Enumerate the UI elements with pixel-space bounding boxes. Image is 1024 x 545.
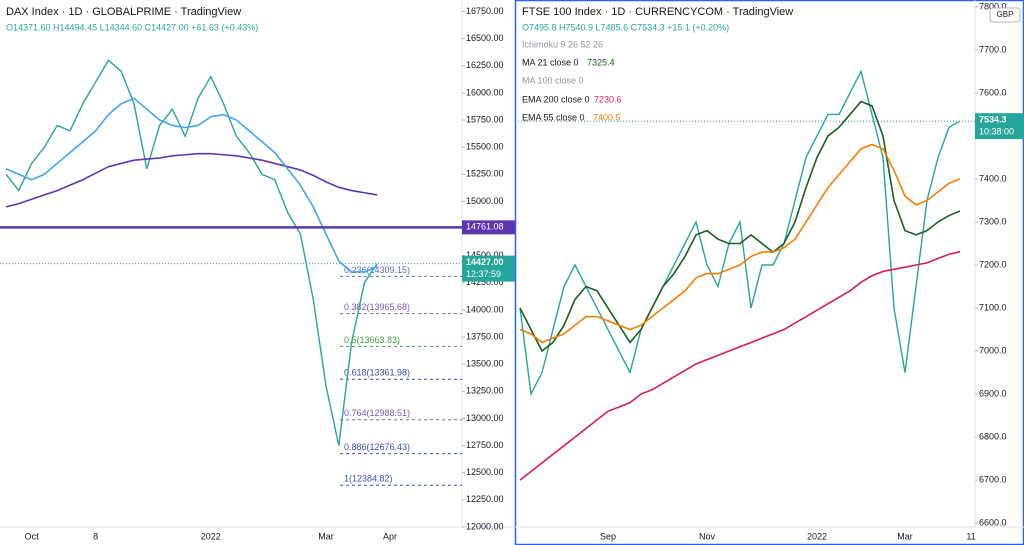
y-tick-label: 12000.00	[466, 521, 504, 531]
indicator-value: 7325.4	[587, 57, 615, 67]
y-tick-label: 15750.00	[466, 114, 504, 124]
fib-label: 0.886(12676.43)	[344, 442, 410, 452]
y-tick-label: 14000.00	[466, 304, 504, 314]
price-line	[5, 59, 378, 446]
y-tick-label: 6600.0	[979, 518, 1007, 528]
y-tick-label: 16500.00	[466, 33, 504, 43]
indicator-value: 7230.6	[594, 94, 622, 104]
y-tick-label: 13250.00	[466, 386, 504, 396]
y-tick-label: 12750.00	[466, 440, 504, 450]
countdown: 10:38:00	[979, 127, 1014, 137]
indicator-line	[5, 152, 378, 208]
y-tick-label: 12250.00	[466, 494, 504, 504]
price-tag-label: 7534.3	[979, 115, 1007, 125]
y-tick-label: 7000.0	[979, 345, 1007, 355]
x-tick-label: Sep	[600, 531, 616, 541]
fib-label: 0.236(14309.15)	[344, 265, 410, 275]
x-tick-label: Oct	[25, 531, 40, 541]
x-tick-label: 2022	[201, 531, 221, 541]
y-tick-label: 7200.0	[979, 259, 1007, 269]
hidden-indicator[interactable]: MA 100 close 0	[522, 75, 584, 85]
chart-title: FTSE 100 Index · 1D · CURRENCYCOM · Trad…	[522, 6, 793, 18]
y-tick-label: 7300.0	[979, 216, 1007, 226]
fib-label: 0.5(13663.83)	[344, 335, 400, 345]
ohlc-readout: O7495.8 H7540.9 L7485.6 C7534.3 +15.1 (+…	[522, 22, 729, 32]
level-tag	[462, 220, 515, 235]
y-tick-label: 16750.00	[466, 6, 504, 16]
fib-label: 1(12384.82)	[344, 474, 393, 484]
price-line	[519, 69, 961, 397]
x-tick-label: 2022	[807, 531, 827, 541]
y-tick-label: 6900.0	[979, 388, 1007, 398]
x-tick-label: 8	[93, 531, 98, 541]
y-tick-label: 7400.0	[979, 173, 1007, 183]
y-tick-label: 6700.0	[979, 474, 1007, 484]
y-tick-label: 16250.00	[466, 60, 504, 70]
x-tick-label: Nov	[699, 531, 716, 541]
y-tick-label: 6800.0	[979, 431, 1007, 441]
y-tick-label: 7800.0	[979, 1, 1007, 11]
level-tag-label: 14761.08	[466, 222, 504, 232]
indicator-value: 7400.5	[593, 112, 621, 122]
y-tick-label: 15000.00	[466, 196, 504, 206]
y-tick-label: 13750.00	[466, 331, 504, 341]
x-tick-label: 11	[966, 531, 975, 541]
countdown: 12:37:59	[466, 269, 501, 279]
fib-label: 0.618(13361.98)	[344, 368, 410, 378]
y-tick-label: 13000.00	[466, 413, 504, 423]
y-tick-label: 15250.00	[466, 169, 504, 179]
x-tick-label: Apr	[383, 531, 397, 541]
fib-label: 0.382(13965.68)	[344, 302, 410, 312]
indicator-line	[519, 143, 961, 344]
ohlc-readout: O14371.60 H14494.45 L14344.60 C14427.00 …	[6, 22, 258, 32]
indicator-legend[interactable]: MA 21 close 0	[522, 57, 579, 67]
indicator-line	[519, 251, 961, 481]
y-tick-label: 7700.0	[979, 44, 1007, 54]
y-tick-label: 15500.00	[466, 142, 504, 152]
y-tick-label: 14250.00	[466, 277, 504, 287]
y-tick-label: 7100.0	[979, 302, 1007, 312]
y-tick-label: 13500.00	[466, 359, 504, 369]
currency-button[interactable]	[989, 7, 1021, 23]
x-tick-label: Mar	[318, 531, 334, 541]
currency[interactable]: GBP	[997, 10, 1014, 19]
y-tick-label: 12500.00	[466, 467, 504, 477]
price-tag	[975, 113, 1024, 140]
y-tick-label: 14500.00	[466, 250, 504, 260]
price-tag-label: 14427.00	[466, 257, 504, 267]
x-tick-label: Mar	[897, 531, 913, 541]
indicator-legend[interactable]: EMA 200 close 0	[522, 94, 590, 104]
indicator-line	[5, 97, 378, 273]
indicator-legend[interactable]: EMA 55 close 0	[522, 112, 585, 122]
fib-label: 0.764(12988.51)	[344, 408, 410, 418]
y-tick-label: 16000.00	[466, 87, 504, 97]
hidden-indicator[interactable]: Ichimoku 9 26 52 26	[522, 39, 603, 49]
y-tick-label: 7600.0	[979, 87, 1007, 97]
price-tag	[462, 255, 515, 282]
chart-title: DAX Index · 1D · GLOBALPRIME · TradingVi…	[6, 6, 241, 18]
